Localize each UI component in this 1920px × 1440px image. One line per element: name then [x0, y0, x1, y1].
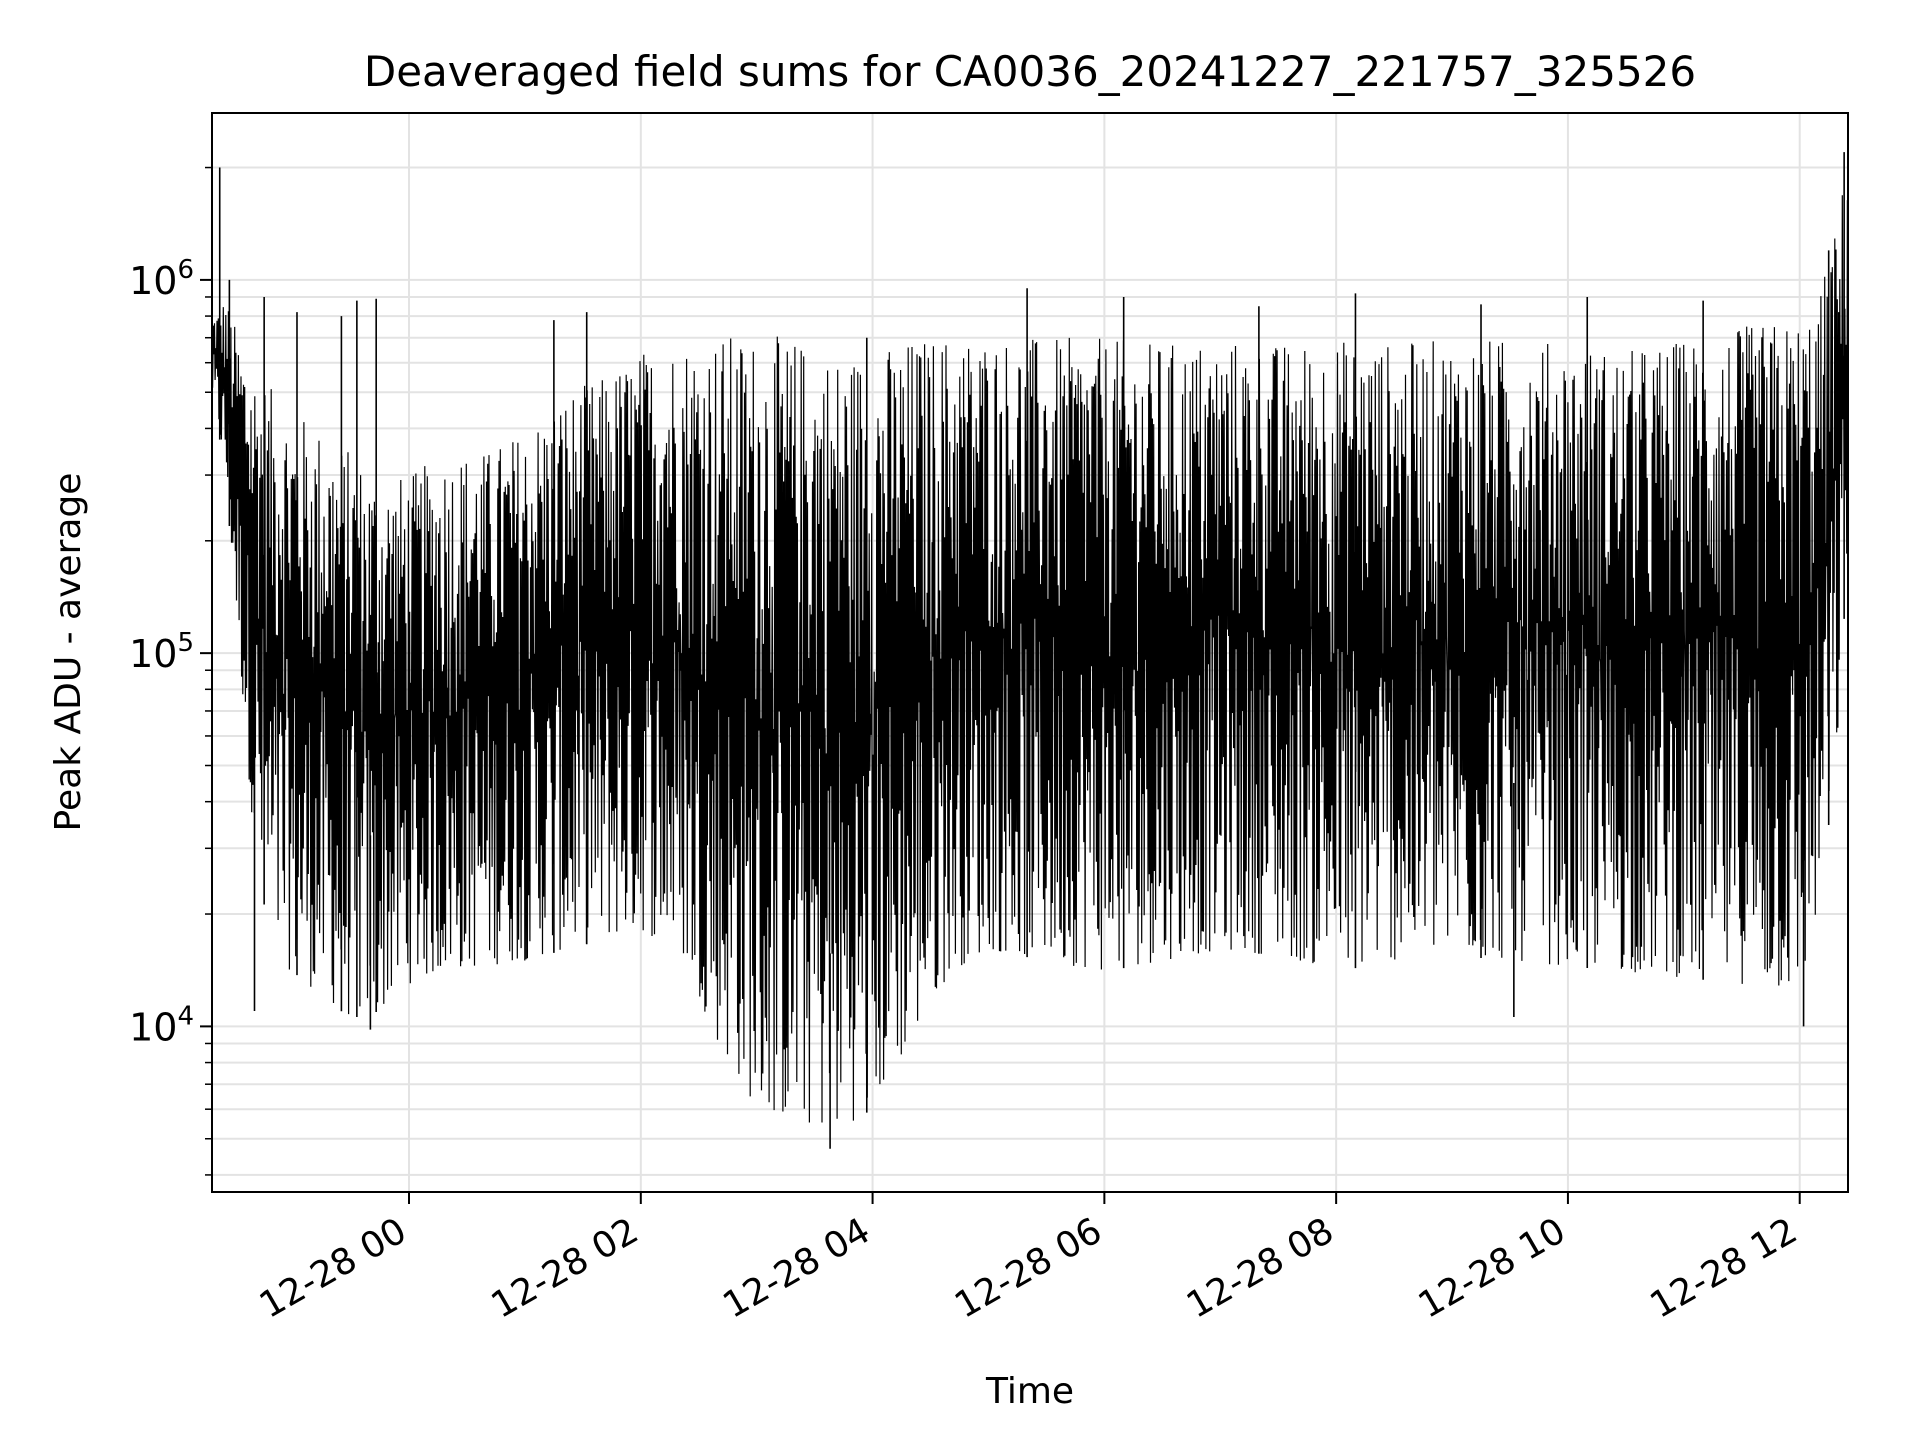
y-tick-label: 106 [129, 255, 194, 303]
x-axis-label: Time [985, 1371, 1074, 1412]
y-axis: 104 105 106 [129, 166, 212, 1176]
chart-title: Deaveraged field sums for CA0036_2024122… [364, 47, 1696, 96]
y-tick-label: 105 [129, 628, 194, 676]
series-line [212, 195, 1848, 1123]
data-series [212, 152, 1848, 1149]
y-tick-label: 104 [129, 1001, 194, 1049]
y-axis-label: Peak ADU - average [48, 473, 89, 832]
